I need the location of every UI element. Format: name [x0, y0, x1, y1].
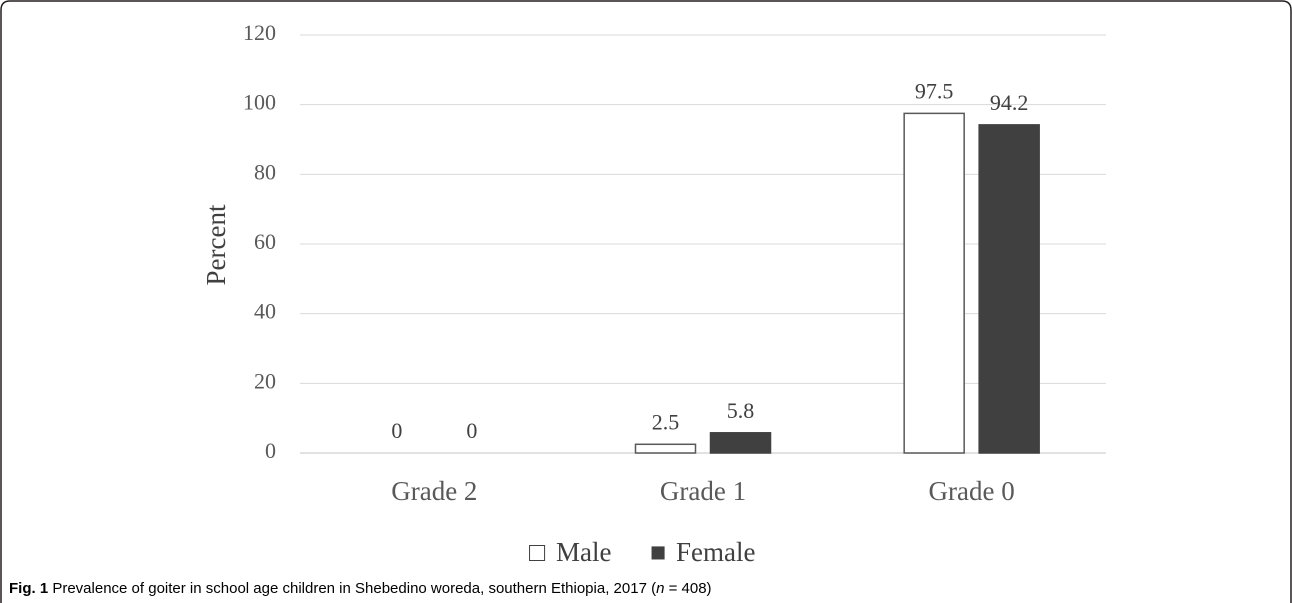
- data-label: 2.5: [652, 409, 680, 434]
- category-label: Grade 2: [391, 476, 477, 506]
- bar-male: [903, 112, 965, 454]
- bars: [634, 112, 1040, 454]
- y-tick-label: 120: [243, 20, 276, 45]
- data-label: 97.5: [915, 78, 954, 103]
- bar-chart: Percent 0 20 40 60 80 100 120 0 0 2.5 5.8 97.5 94.2…: [201, 20, 1106, 567]
- bar-male: [634, 443, 697, 454]
- data-label: 94.2: [990, 90, 1029, 115]
- y-tick-label: 0: [265, 438, 276, 463]
- y-tick-label: 100: [243, 90, 276, 115]
- legend-label-male: Male: [556, 537, 611, 567]
- legend-symbol-male: □: [529, 537, 546, 567]
- category-labels: Grade 2 Grade 1 Grade 0: [391, 476, 1015, 506]
- y-tick-labels: 0 20 40 60 80 100 120: [243, 20, 276, 463]
- y-tick-label: 40: [254, 299, 276, 324]
- legend-label-female: Female: [676, 537, 755, 567]
- data-label: 0: [391, 418, 402, 443]
- caption-n-symbol: n: [656, 580, 665, 597]
- category-label: Grade 1: [660, 476, 746, 506]
- data-labels: 0 0 2.5 5.8 97.5 94.2: [391, 78, 1028, 443]
- category-label: Grade 0: [929, 476, 1015, 506]
- y-tick-label: 60: [254, 229, 276, 254]
- caption-text: Prevalence of goiter in school age child…: [48, 580, 657, 597]
- legend-symbol-female: ■: [650, 537, 666, 567]
- figure-caption: Fig. 1 Prevalence of goiter in school ag…: [9, 580, 712, 597]
- figure-number: Fig. 1: [9, 580, 49, 597]
- caption-n-value: = 408): [664, 580, 712, 597]
- gridlines: [300, 34, 1106, 454]
- bar-female: [709, 432, 772, 454]
- data-label: 0: [466, 418, 477, 443]
- legend: □ Male ■ Female: [529, 537, 755, 567]
- y-axis-label: Percent: [201, 204, 231, 285]
- bar-female: [978, 124, 1040, 454]
- data-label: 5.8: [727, 398, 755, 423]
- y-tick-label: 80: [254, 159, 276, 184]
- y-tick-label: 20: [254, 368, 276, 393]
